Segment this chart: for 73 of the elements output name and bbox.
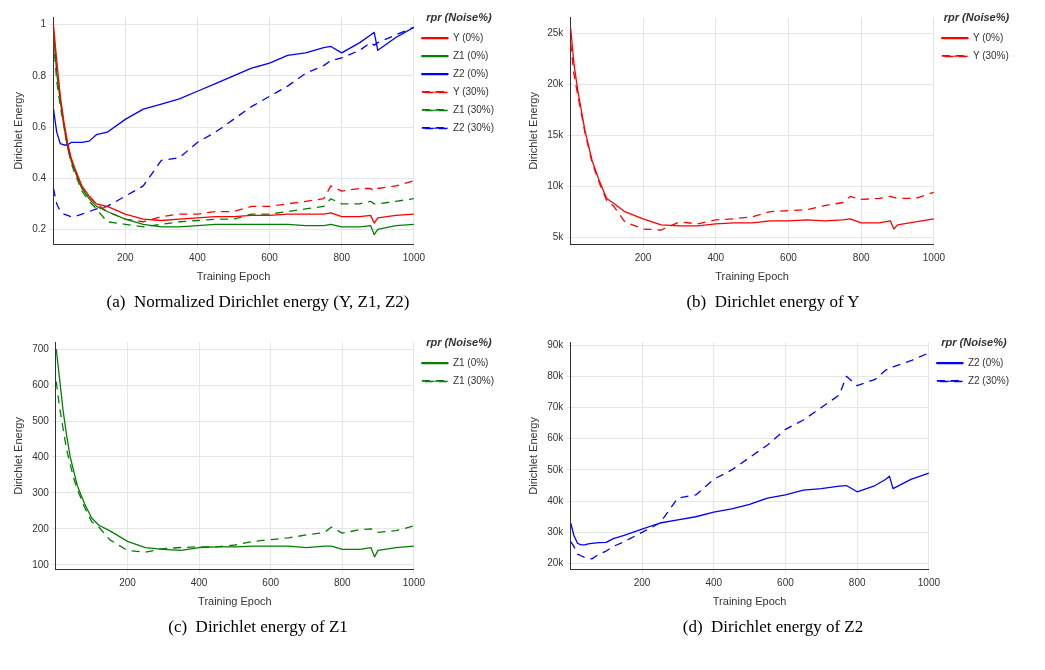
- y-tick-label: 20k: [547, 78, 565, 90]
- y-axis-title: Dirichlet Energy: [11, 416, 24, 495]
- y-tick-label: 0.8: [32, 69, 47, 81]
- x-tick-label: 200: [119, 576, 137, 588]
- legend-label: Y (0%): [452, 31, 484, 43]
- y-tick-label: 500: [32, 414, 50, 426]
- x-tick-label: 400: [190, 576, 208, 588]
- x-tick-label: 800: [333, 576, 352, 588]
- y-tick-label: 10k: [547, 179, 565, 191]
- y-tick-label: 0.6: [32, 120, 47, 132]
- x-axis-title: Training Epoch: [198, 595, 272, 608]
- x-tick-label: 400: [705, 576, 723, 588]
- legend-title: rpr (Noise%): [426, 335, 492, 348]
- legend-label: Y (0%): [972, 31, 1004, 43]
- y-tick-label: 600: [32, 378, 50, 390]
- y-tick-label: 80k: [547, 370, 565, 382]
- legend-label: Z2 (30%): [452, 121, 494, 133]
- x-tick-label: 200: [116, 251, 135, 263]
- y-tick-label: 90k: [547, 338, 565, 350]
- x-axis-title: Training Epoch: [196, 270, 271, 283]
- x-tick-label: 1000: [402, 576, 426, 588]
- y-tick-label: 60k: [547, 432, 565, 444]
- x-tick-label: 200: [633, 576, 651, 588]
- legend-label: Z2 (30%): [967, 374, 1009, 386]
- legend-title: rpr (Noise%): [941, 335, 1007, 348]
- legend-title: rpr (Noise%): [943, 10, 1010, 23]
- legend-label: Z2 (0%): [452, 67, 489, 79]
- legend-title: rpr (Noise%): [426, 10, 492, 23]
- x-tick-label: 600: [777, 576, 795, 588]
- legend-label: Y (30%): [452, 85, 489, 97]
- y-tick-label: 300: [32, 486, 50, 498]
- legend-label: Z1 (30%): [452, 374, 494, 386]
- x-tick-label: 1000: [922, 251, 946, 263]
- x-tick-label: 600: [261, 251, 279, 263]
- x-tick-label: 1000: [402, 251, 426, 263]
- legend-label: Z1 (0%): [452, 356, 489, 368]
- x-tick-label: 800: [848, 576, 866, 588]
- x-tick-label: 1000: [917, 576, 941, 588]
- y-tick-label: 5k: [552, 230, 565, 242]
- y-tick-label: 100: [32, 558, 50, 570]
- y-axis-title: Dirichlet Energy: [11, 91, 24, 170]
- x-tick-label: 600: [780, 251, 798, 263]
- x-tick-label: 600: [262, 576, 280, 588]
- y-tick-label: 40k: [547, 494, 565, 506]
- y-tick-label: 30k: [547, 526, 565, 538]
- y-tick-label: 1: [40, 18, 47, 30]
- y-tick-label: 200: [32, 522, 50, 534]
- x-tick-label: 400: [189, 251, 207, 263]
- x-axis-title: Training Epoch: [715, 270, 789, 283]
- legend-label: Z2 (0%): [967, 356, 1004, 368]
- y-axis-title: Dirichlet Energy: [526, 416, 539, 495]
- y-tick-label: 50k: [547, 463, 565, 475]
- y-tick-label: 15k: [547, 128, 565, 140]
- text: (a) Normalized Dirichlet energy (Y, Z1, Z2): [105, 292, 411, 312]
- y-tick-label: 70k: [547, 401, 565, 413]
- x-tick-label: 200: [634, 251, 652, 263]
- text: (c) Dirichlet energy of Z1: [167, 617, 349, 637]
- text: (b) Dirichlet energy of Y: [685, 292, 861, 312]
- legend-label: Z1 (0%): [452, 49, 489, 61]
- x-tick-label: 800: [333, 251, 351, 263]
- y-axis-title: Dirichlet Energy: [526, 91, 539, 170]
- text: (d) Dirichlet energy of Z2: [681, 617, 865, 637]
- y-tick-label: 0.4: [32, 172, 47, 183]
- legend-label: Y (30%): [972, 49, 1009, 61]
- x-tick-label: 400: [707, 251, 725, 263]
- y-tick-label: 0.2: [32, 223, 47, 235]
- x-axis-title: Training Epoch: [712, 595, 787, 608]
- x-tick-label: 800: [852, 251, 870, 263]
- y-tick-label: 25k: [547, 27, 565, 39]
- y-tick-label: 20k: [547, 557, 565, 569]
- y-tick-label: 700: [32, 342, 50, 354]
- legend-label: Z1 (30%): [452, 103, 494, 115]
- y-tick-label: 400: [32, 450, 50, 462]
